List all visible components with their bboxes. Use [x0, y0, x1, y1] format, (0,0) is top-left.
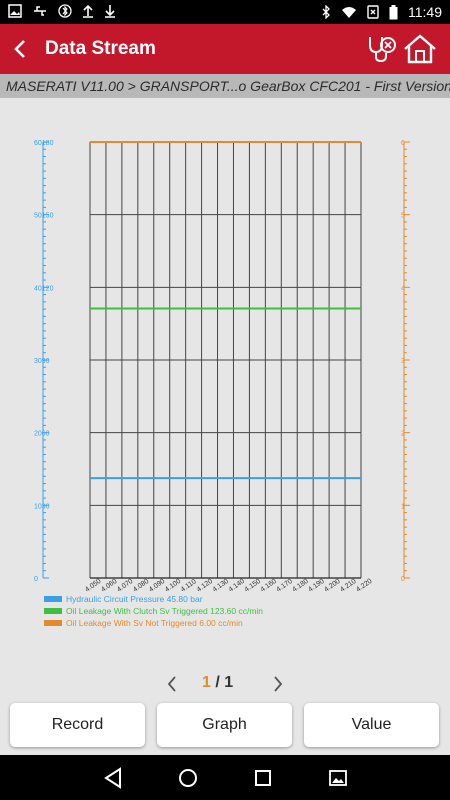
chevron-left-icon	[14, 40, 25, 58]
no-sim-icon	[367, 5, 379, 19]
legend-label: Oil Leakage With Sv Not Triggered 6.00 c…	[66, 618, 243, 628]
x-axis-tick-label: 4.080	[132, 578, 150, 594]
left-axis-tick-label: 0	[34, 576, 38, 583]
x-axis-tick-label: 4.110	[180, 578, 198, 594]
right-axis-tick-label: 2	[401, 431, 405, 438]
usb-icon	[34, 6, 46, 16]
legend-swatch	[44, 620, 62, 626]
right-axis-tick-label: 4	[401, 285, 405, 292]
bluetooth-icon	[322, 5, 330, 19]
graph-button[interactable]: Graph	[157, 703, 292, 747]
legend-label: Oil Leakage With Clutch Sv Triggered 123…	[66, 606, 263, 616]
previous-page-button[interactable]	[162, 672, 182, 696]
page-separator: /	[215, 674, 220, 691]
x-axis-tick-label: 4.140	[228, 578, 246, 594]
chevron-left-icon	[167, 676, 176, 692]
record-button[interactable]: Record	[10, 703, 145, 747]
current-page: 1	[202, 674, 211, 691]
bluetooth-icon	[58, 4, 72, 18]
upload-icon	[83, 4, 93, 18]
status-bar: 11:49	[0, 0, 450, 24]
x-axis-tick-label: 4.180	[291, 578, 309, 594]
legend-label: Hydraulic Circuit Pressure 45.80 bar	[66, 594, 203, 604]
breadcrumb: MASERATI V11.00 > GRANSPORT...o GearBox …	[0, 74, 450, 98]
home-icon	[179, 769, 197, 787]
home-button[interactable]	[402, 33, 438, 65]
right-axis-tick-label: 6	[401, 140, 405, 147]
status-right-icons: 11:49	[321, 4, 442, 20]
chevron-right-icon	[274, 676, 283, 692]
back-icon	[104, 767, 121, 789]
value-button[interactable]: Value	[304, 703, 439, 747]
screenshot-icon	[329, 770, 347, 786]
next-page-button[interactable]	[268, 672, 288, 696]
pager: 1 / 1	[160, 672, 290, 696]
x-axis-tick-label: 4.120	[196, 578, 214, 594]
nav-back-button[interactable]	[98, 763, 128, 793]
page-title: Data Stream	[45, 38, 156, 59]
x-axis-tick-label: 4.150	[244, 578, 262, 594]
system-nav-bar	[0, 755, 450, 800]
stethoscope-icon	[369, 37, 396, 63]
x-axis-tick-label: 4.190	[307, 578, 325, 594]
legend-swatch	[44, 596, 62, 602]
nav-home-button[interactable]	[173, 763, 203, 793]
legend-swatch	[44, 608, 62, 614]
right-axis-tick-label: 5	[401, 213, 405, 220]
diagnose-button[interactable]	[366, 35, 398, 63]
graph-area: 0 0 1030 1 2060 2 3090 3 40120 4 50150 5 60180 6 4.050…	[0, 98, 450, 658]
app-bar: Data Stream	[0, 24, 450, 74]
left-axis-tick-label: 1030	[34, 503, 50, 510]
x-axis-tick-label: 4.070	[116, 578, 134, 594]
x-axis-tick-label: 4.220	[355, 578, 373, 594]
nav-screenshot-button[interactable]	[323, 763, 353, 793]
left-axis-tick-label: 2060	[34, 431, 50, 438]
wifi-icon	[342, 7, 356, 18]
download-icon	[105, 5, 115, 18]
x-axis-tick-label: 4.100	[164, 578, 182, 594]
right-axis-tick-label: 1	[401, 503, 405, 510]
battery-icon	[389, 4, 398, 19]
x-axis-tick-label: 4.060	[100, 578, 118, 594]
x-axis-tick-label: 4.130	[212, 578, 230, 594]
recents-icon	[255, 770, 271, 786]
left-axis-tick-label: 3090	[34, 358, 50, 365]
image-icon	[8, 4, 22, 18]
status-left-icons	[8, 4, 116, 18]
right-axis-tick-label: 3	[401, 358, 405, 365]
left-axis-tick-label: 40120	[34, 285, 54, 292]
x-axis-tick-label: 4.170	[275, 578, 293, 594]
left-axis-tick-label: 60180	[34, 140, 54, 147]
x-axis-tick-label: 4.200	[323, 578, 341, 594]
status-time: 11:49	[408, 4, 442, 20]
x-axis-tick-label: 4.050	[84, 578, 102, 594]
page-indicator: 1 / 1	[202, 674, 233, 692]
back-button[interactable]	[8, 36, 32, 62]
x-axis-tick-label: 4.160	[259, 578, 277, 594]
x-axis-tick-label: 4.210	[339, 578, 357, 594]
nav-recents-button[interactable]	[248, 763, 278, 793]
left-axis-tick-label: 50150	[34, 213, 54, 220]
x-axis-tick-label: 4.090	[148, 578, 166, 594]
right-axis-tick-label: 0	[401, 576, 405, 583]
total-pages: 1	[224, 674, 234, 691]
data-stream-chart: 0 0 1030 1 2060 2 3090 3 40120 4 50150 5 60180 6 4.050…	[34, 140, 410, 628]
home-icon	[404, 34, 436, 64]
